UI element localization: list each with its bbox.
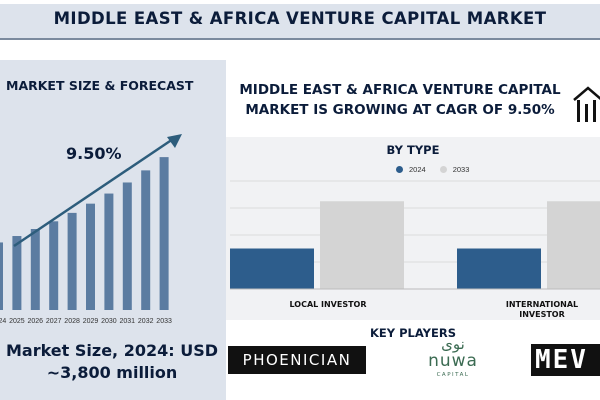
growth-headline: MIDDLE EAST & AFRICA VENTURE CAPITAL MAR…: [226, 80, 574, 120]
phoenician-logo: PHOENICIAN: [228, 346, 366, 374]
forecast-tick-2026: 2026: [28, 318, 44, 325]
forecast-tick-2030: 2030: [101, 318, 117, 325]
header-band: [0, 4, 600, 40]
by-type-title: BY TYPE: [386, 143, 440, 157]
forecast-tick-2031: 2031: [120, 318, 136, 325]
forecast-bar-2029: [86, 203, 95, 310]
forecast-bar-2031: [122, 182, 132, 310]
forecast-bar-2028: [67, 212, 77, 310]
nuwa-capital-logo: نوى nuwa CAPITAL: [418, 336, 488, 386]
market-size-line-1: Market Size, 2024: USD: [5, 341, 218, 360]
market-size-line-2: ~3,800 million: [46, 363, 178, 382]
forecast-bar-2033: [159, 157, 169, 310]
trend-arrow-line: [13, 135, 177, 248]
forecast-bar-2027: [49, 221, 59, 310]
building-icon: [573, 86, 600, 122]
growth-headline-line-1: MIDDLE EAST & AFRICA VENTURE CAPITAL: [239, 82, 561, 98]
by-type-legend: 2024 2033: [396, 165, 483, 174]
forecast-tick-2029: 2029: [83, 318, 99, 325]
nuwa-subtitle: CAPITAL: [436, 372, 470, 378]
by-type-chart: [230, 180, 600, 290]
nuwa-wordmark: nuwa: [428, 351, 478, 371]
forecast-tick-2027: 2027: [46, 318, 62, 325]
forecast-panel: MARKET SIZE & FORECAST 20242025202620272…: [0, 60, 226, 400]
forecast-bar-2025: [12, 236, 22, 310]
trend-arrow-head: [167, 134, 182, 148]
forecast-bar-2032: [141, 170, 151, 310]
legend-item-2024: 2024: [396, 165, 426, 174]
forecast-bar-2030: [104, 193, 114, 310]
legend-swatch-2024: [396, 166, 403, 173]
by-type-bar-international-investor-2024: [457, 248, 541, 289]
forecast-chart: 2024202520262027202820292030203120322033: [0, 134, 182, 325]
category-label-international-investor: INTERNATIONAL INVESTOR: [505, 300, 579, 319]
forecast-bar-2026: [30, 229, 40, 310]
by-type-panel: BY TYPE 2024 2033 LOCAL INVESTOR INTERNA…: [226, 137, 600, 320]
page-title: MIDDLE EAST & AFRICA VENTURE CAPITAL MAR…: [53, 9, 547, 28]
forecast-tick-2032: 2032: [138, 318, 154, 325]
legend-item-2033: 2033: [439, 165, 470, 174]
cagr-label: 9.50%: [66, 144, 122, 163]
by-type-bar-local-investor-2024: [230, 248, 314, 289]
legend-swatch-2033: [439, 166, 447, 173]
legend-label-2024: 2024: [409, 165, 426, 174]
by-type-bar-international-investor-2033: [547, 201, 600, 289]
forecast-bar-2024: [0, 242, 3, 310]
header: MIDDLE EAST & AFRICA VENTURE CAPITAL MAR…: [0, 0, 600, 44]
legend-label-2033: 2033: [452, 165, 470, 174]
forecast-tick-2025: 2025: [9, 318, 25, 325]
mev-logo: MEV: [531, 344, 600, 376]
key-players-title: KEY PLAYERS: [370, 326, 456, 340]
forecast-title: MARKET SIZE & FORECAST: [6, 78, 194, 93]
forecast-tick-2024: 2024: [0, 318, 6, 325]
market-size-text: Market Size, 2024: USD ~3,800 million: [0, 340, 232, 384]
category-label-local-investor: LOCAL INVESTOR: [289, 300, 367, 309]
by-type-bar-local-investor-2033: [320, 201, 404, 289]
nuwa-arabic-text: نوى: [441, 335, 465, 353]
forecast-tick-2033: 2033: [156, 318, 172, 325]
growth-headline-line-2: MARKET IS GROWING AT CAGR OF 9.50%: [245, 102, 555, 118]
forecast-tick-2028: 2028: [64, 318, 80, 325]
